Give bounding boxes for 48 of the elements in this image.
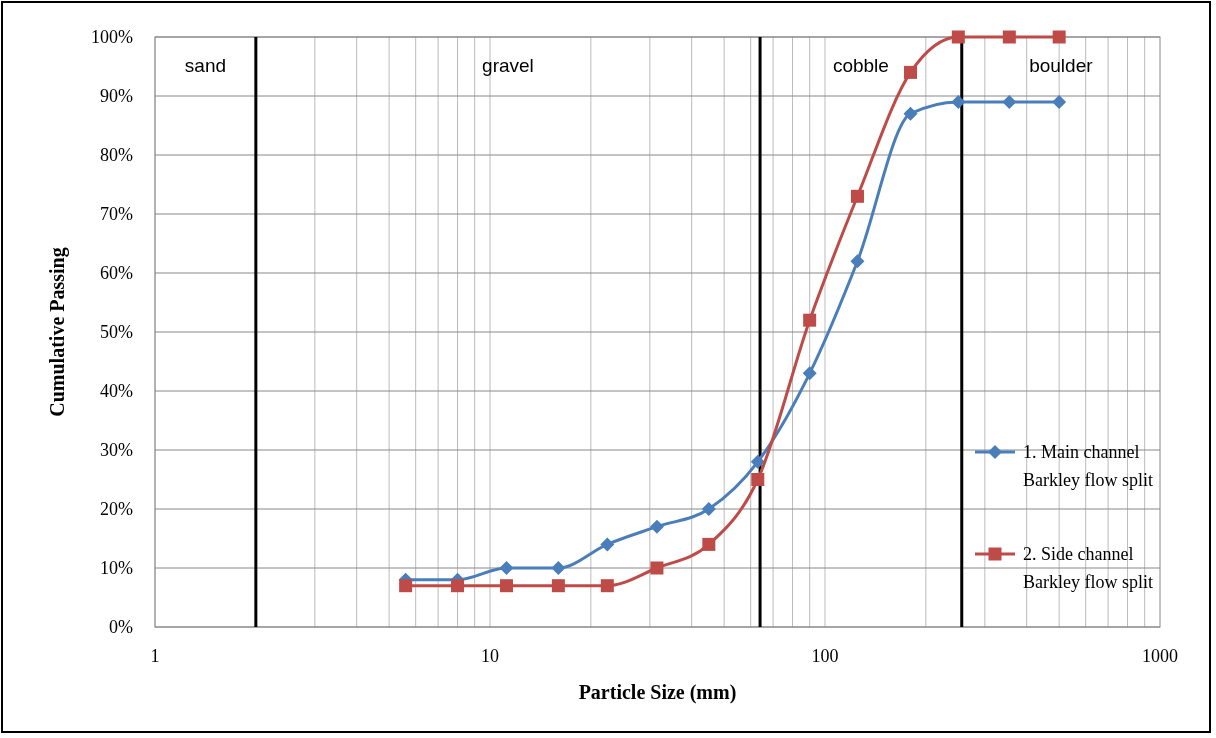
point [850, 189, 864, 203]
point [951, 94, 966, 109]
point [1052, 94, 1067, 109]
point [903, 106, 918, 121]
point [750, 454, 765, 469]
point [802, 366, 817, 381]
annotation: gravel [482, 55, 534, 76]
annotation: sand [184, 55, 227, 76]
point [701, 502, 716, 516]
point [499, 579, 513, 593]
annotation: cobble [832, 55, 889, 76]
y-axis-title: Cumulative Passing [46, 247, 69, 417]
y-tick-label: 60% [100, 263, 133, 283]
point [551, 579, 565, 593]
y-tick-label: 70% [100, 204, 133, 224]
point [551, 561, 566, 575]
y-tick-label: 40% [100, 381, 133, 401]
point [650, 561, 664, 575]
legend-label: 2. Side channel Barkley flow split [1023, 544, 1153, 592]
x-axis-title: Particle Size (mm) [578, 681, 737, 704]
point [751, 473, 765, 486]
y-tick-label: 0% [109, 617, 133, 637]
y-tick-label: 50% [100, 322, 133, 342]
point [649, 519, 664, 534]
point [451, 579, 465, 593]
point [399, 579, 413, 593]
point [600, 537, 615, 552]
point [1002, 30, 1016, 44]
point [951, 30, 965, 44]
point [702, 537, 716, 551]
y-tick-label: 100% [91, 27, 133, 47]
annotation: boulder [1029, 55, 1094, 76]
point [1052, 30, 1066, 44]
x-tick-label: 10 [481, 646, 499, 666]
point [1002, 94, 1017, 109]
point [499, 561, 514, 575]
x-tick-label: 1 [150, 646, 160, 666]
point [803, 313, 817, 327]
y-tick-label: 30% [100, 440, 133, 460]
y-tick-label: 80% [100, 145, 133, 165]
x-tick-label: 100 [811, 646, 839, 666]
point [850, 254, 865, 269]
y-tick-label: 90% [100, 86, 133, 106]
y-tick-label: 10% [100, 558, 133, 578]
x-tick-label: 1000 [1142, 646, 1178, 666]
point [600, 579, 614, 593]
y-tick-label: 20% [100, 499, 133, 519]
legend-label: 1. Main channel Barkley flow split [1023, 442, 1153, 490]
